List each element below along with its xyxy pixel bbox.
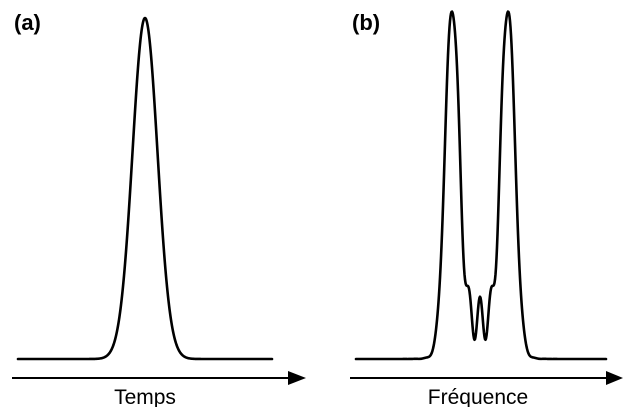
panel-b: (b) Fréquence bbox=[350, 10, 623, 407]
panel-b-axis-label: Fréquence bbox=[428, 386, 528, 407]
panel-b-spectrum-curve bbox=[354, 10, 608, 361]
panel-a-time-pulse-curve bbox=[16, 16, 274, 361]
panel-a-axis-label: Temps bbox=[114, 386, 176, 407]
panel-b-label: (b) bbox=[352, 10, 380, 35]
panel-a: (a) Temps bbox=[12, 10, 306, 407]
panel-a-axis-arrowhead bbox=[288, 371, 306, 385]
panel-a-label: (a) bbox=[14, 10, 41, 35]
panel-b-axis-arrowhead bbox=[606, 371, 623, 385]
